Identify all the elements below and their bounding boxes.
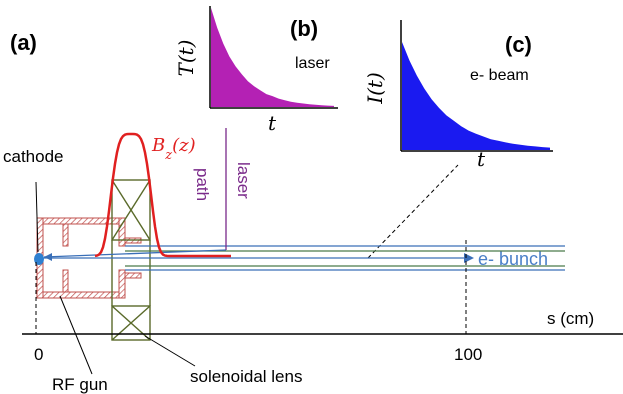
- solenoid-field-curve: [94, 132, 231, 258]
- laser-to-cathode-line: [43, 249, 227, 258]
- laser-path-label-2: path: [193, 168, 212, 201]
- cathode-label: cathode: [3, 147, 64, 166]
- solenoid-label: solenoidal lens: [190, 367, 302, 386]
- laser-inset-xlabel: t: [268, 111, 277, 135]
- beam-inset-caption: e- beam: [470, 67, 529, 84]
- cathode-leader: [35, 181, 39, 253]
- beam-inset-xlabel: t: [477, 147, 486, 171]
- laser-inset-caption: laser: [295, 55, 330, 72]
- panel-label-c: (c): [505, 32, 532, 57]
- tick-0-label: 0: [34, 345, 43, 364]
- solenoid-leader: [144, 335, 196, 367]
- axis-label: s (cm): [547, 309, 594, 328]
- gun-label: RF gun: [52, 375, 108, 394]
- laser-inset-ylabel: T(t): [174, 40, 198, 77]
- laser-arrow-head: [44, 253, 52, 261]
- bunch-label: e- bunch: [478, 249, 548, 269]
- panel-label-a: (a): [10, 30, 37, 55]
- tick-100-label: 100: [454, 345, 482, 364]
- field-label: Bz(z): [151, 135, 196, 163]
- laser-pulse-profile: [211, 8, 334, 107]
- beam-current-profile: [402, 42, 550, 150]
- panel-label-b: (b): [290, 16, 318, 41]
- gun-leader: [59, 295, 93, 375]
- beam-inset-ylabel: I(t): [363, 72, 387, 105]
- solenoid-lens: [111, 179, 151, 341]
- beam-to-inset-leader: [367, 164, 459, 259]
- laser-path-label-1: laser: [234, 162, 253, 199]
- beam-current-inset: I(t) t e- beam: [363, 20, 553, 171]
- laser-pulse-inset: T(t) t laser: [174, 6, 338, 135]
